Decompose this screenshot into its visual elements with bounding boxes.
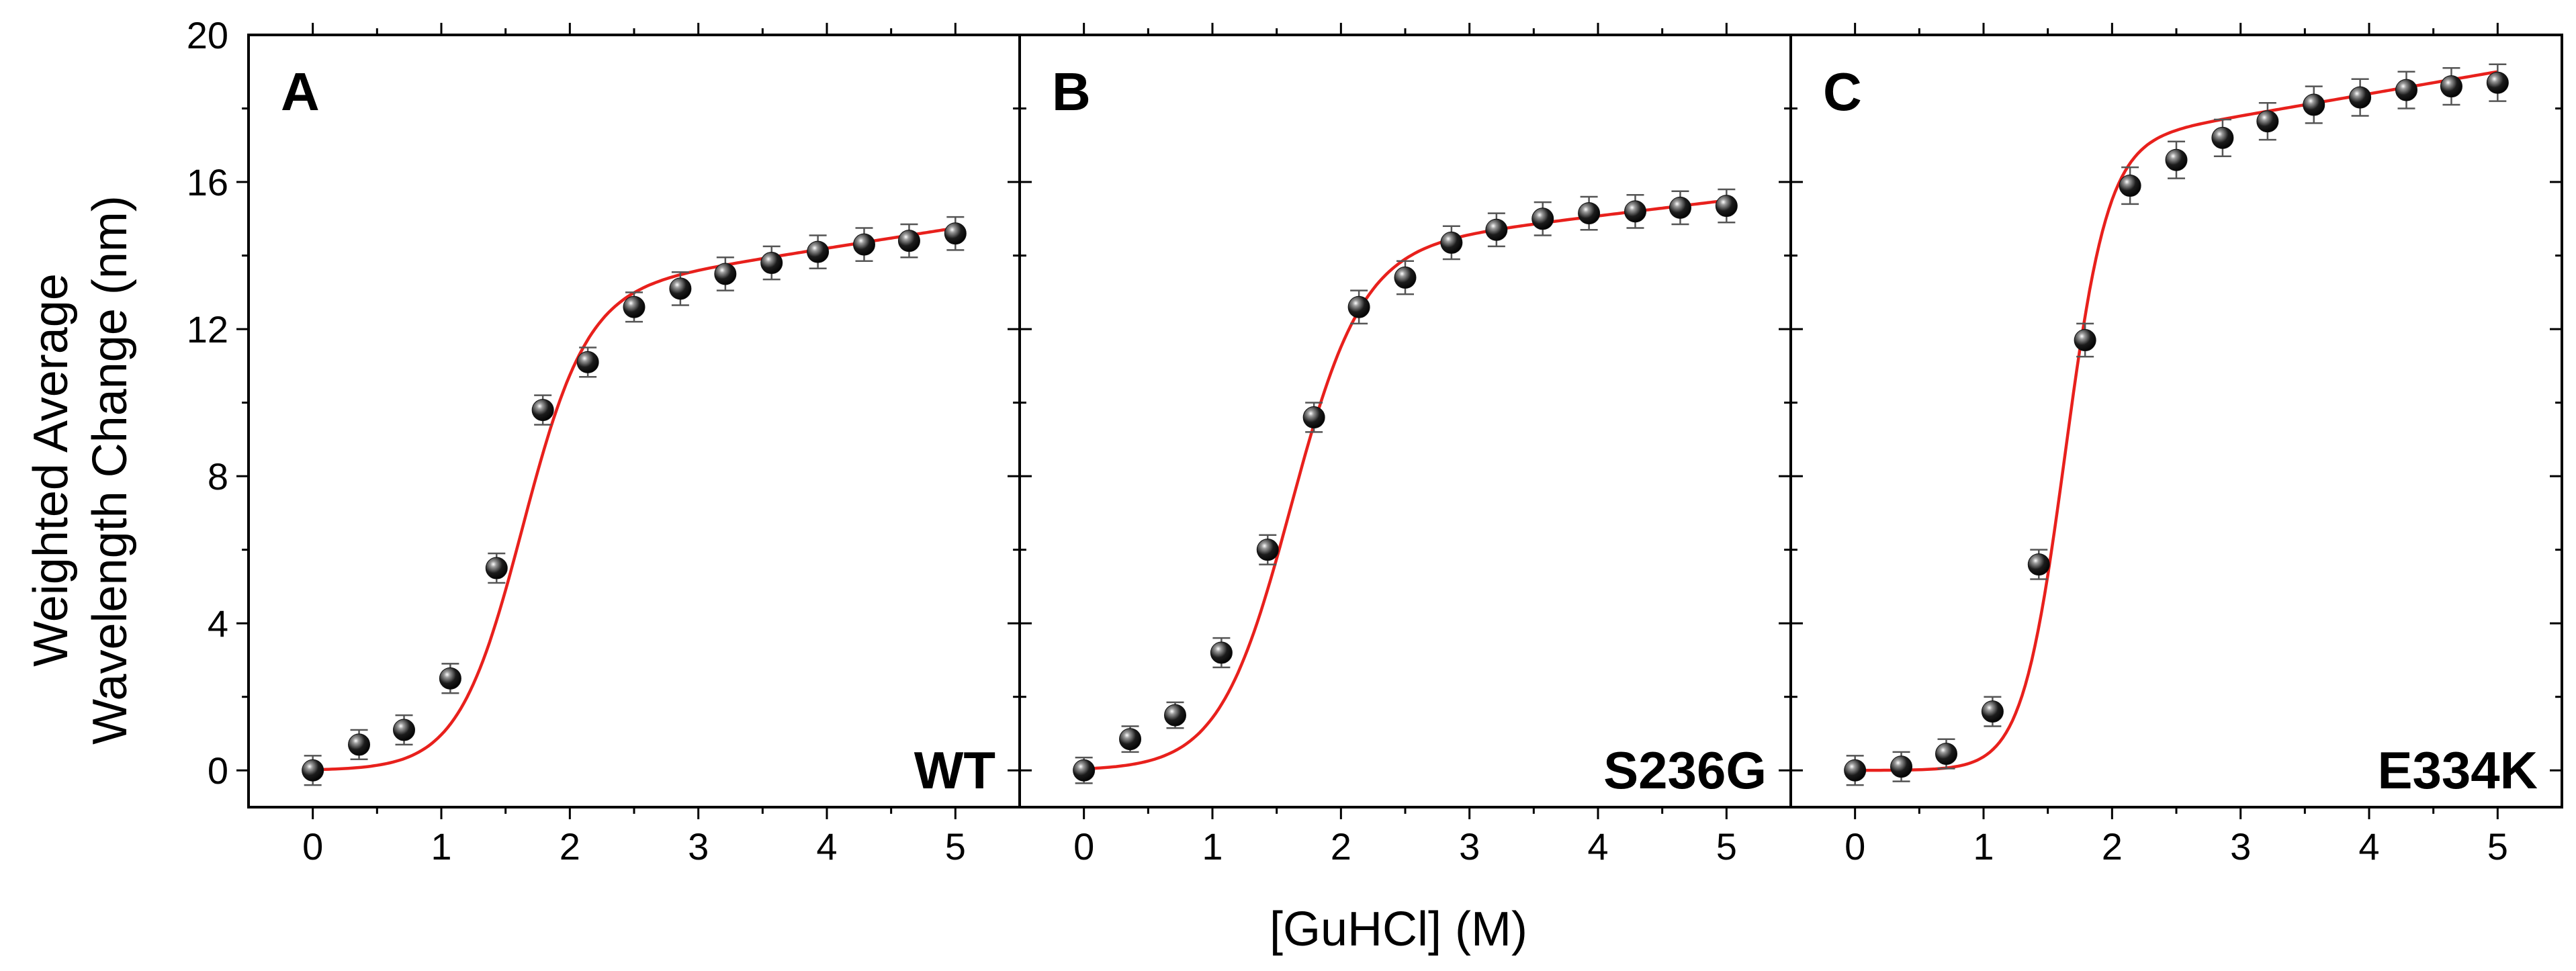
- x-tick-label: 3: [1459, 825, 1480, 868]
- x-tick-label: 1: [1202, 825, 1223, 868]
- panel-tag: S236G: [1603, 741, 1767, 800]
- data-point: [439, 667, 461, 690]
- data-point: [1715, 195, 1738, 218]
- data-point: [2074, 329, 2096, 352]
- panel-letter: B: [1052, 62, 1091, 122]
- panel-letter: C: [1823, 62, 1862, 122]
- y-axis-title-line-1: Weighted Average: [24, 273, 78, 667]
- data-point: [669, 277, 692, 300]
- data-point: [531, 399, 554, 422]
- data-point: [852, 233, 875, 256]
- data-point: [1485, 218, 1508, 241]
- data-point: [2119, 175, 2141, 197]
- data-point: [393, 719, 416, 741]
- panel-b: 0 1 2 3 4 5 B S236G: [1018, 23, 1792, 868]
- x-axis-title: [GuHCl] (M): [1270, 903, 1527, 956]
- data-point: [944, 222, 967, 245]
- data-point: [2165, 148, 2188, 171]
- data-point: [1302, 406, 1325, 429]
- x-tick-label: 4: [816, 825, 837, 868]
- data-point: [1935, 743, 1958, 766]
- x-tick-label: 0: [302, 825, 323, 868]
- data-point: [807, 240, 830, 263]
- x-tick-label: 4: [1587, 825, 1608, 868]
- data-point: [1440, 231, 1463, 254]
- data-point: [623, 295, 646, 318]
- fit-curve: [1855, 70, 2498, 772]
- data-point: [2349, 86, 2372, 109]
- x-tick-label: 5: [1716, 825, 1737, 868]
- y-tick-label: 8: [208, 455, 228, 498]
- panel-c: 0 1 2 3 4 5 C E334K: [1789, 23, 2563, 868]
- data-point: [1164, 704, 1187, 727]
- fit-curve: [1083, 199, 1727, 771]
- x-tick-label: 4: [2358, 825, 2379, 868]
- x-tick-label: 3: [688, 825, 709, 868]
- data-point: [1844, 759, 1867, 782]
- data-point: [1347, 295, 1370, 318]
- x-tick-label: 2: [1331, 825, 1351, 868]
- x-tick-label: 3: [2230, 825, 2251, 868]
- data-point: [1073, 759, 1096, 782]
- panel-frame: [1018, 34, 1792, 808]
- data-point: [302, 759, 324, 782]
- data-point: [714, 263, 737, 285]
- x-tick-label: 1: [1973, 825, 1994, 868]
- data-point: [2303, 93, 2325, 116]
- data-point: [2256, 110, 2279, 133]
- data-point: [2395, 79, 2417, 101]
- data-point: [1531, 207, 1554, 230]
- data-point: [1256, 539, 1279, 561]
- y-tick-label: 20: [187, 14, 228, 56]
- x-tick-label: 0: [1073, 825, 1094, 868]
- data-point: [1981, 700, 2004, 723]
- data-point: [2027, 553, 2050, 576]
- data-point: [1624, 200, 1646, 223]
- data-point: [2486, 71, 2509, 94]
- data-point: [348, 733, 371, 756]
- panel-frame: [247, 34, 1021, 808]
- data-point: [485, 557, 508, 580]
- panel-letter: A: [281, 62, 320, 122]
- data-point: [2440, 75, 2462, 98]
- data-point: [1890, 755, 1913, 778]
- data-point: [1578, 202, 1601, 225]
- y-axis-title-line-2: Wavelength Change (nm): [83, 195, 137, 745]
- data-point: [1669, 196, 1691, 219]
- data-point: [760, 252, 783, 275]
- y-tick-label: 4: [208, 602, 228, 645]
- x-tick-label: 0: [1845, 825, 1865, 868]
- y-tick-label: 16: [187, 161, 228, 203]
- data-point: [1210, 641, 1233, 664]
- data-point: [1394, 266, 1417, 289]
- data-point: [1119, 728, 1142, 751]
- x-tick-label: 2: [2102, 825, 2123, 868]
- x-tick-label: 5: [2487, 825, 2508, 868]
- x-tick-label: 5: [945, 825, 966, 868]
- data-point: [576, 351, 599, 373]
- data-point: [2211, 126, 2234, 149]
- data-point: [897, 230, 920, 252]
- panel-tag: WT: [914, 741, 995, 800]
- x-tick-label: 2: [560, 825, 580, 868]
- x-tick-label: 1: [431, 825, 451, 868]
- y-tick-label: 12: [187, 308, 228, 351]
- panel-tag: E334K: [2378, 741, 2538, 800]
- y-tick-label: 0: [208, 749, 228, 792]
